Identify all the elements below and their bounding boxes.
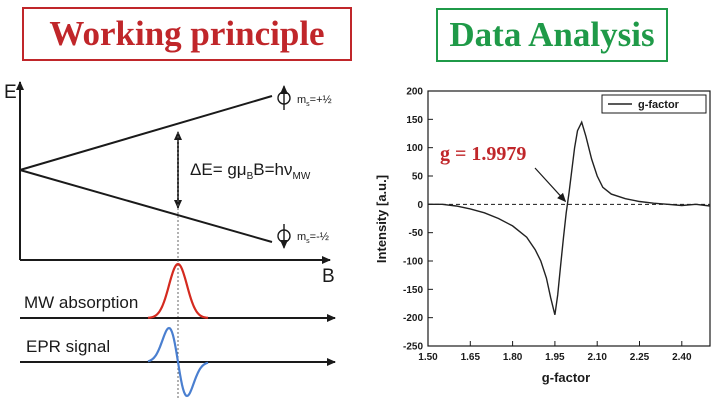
energy-axis-label: E (4, 82, 17, 103)
x-tick-label: 2.10 (587, 352, 607, 363)
y-tick-label: 100 (406, 143, 423, 154)
mw-absorption-label: MW absorption (24, 293, 138, 312)
absorption-peak (147, 262, 209, 319)
spectrum-series-line (428, 120, 711, 315)
x-tick-label: 2.40 (672, 352, 692, 363)
data-analysis-title: Data Analysis (436, 8, 668, 62)
y-tick-label: 200 (406, 87, 423, 98)
field-axis-label: B (322, 266, 335, 287)
g-value-annotation: g = 1.9979 (440, 143, 526, 165)
y-tick-label: 150 (406, 115, 423, 126)
lower-level-line (19, 169, 273, 243)
x-tick-label: 1.65 (461, 352, 481, 363)
y-tick-label: -250 (403, 342, 423, 353)
spin-down-icon (277, 224, 291, 249)
annotation-arrow (534, 167, 567, 203)
y-axis-title: Intensity [a.u.] (374, 175, 389, 263)
y-tick-label: -200 (403, 313, 423, 324)
y-tick-label: 50 (412, 172, 424, 183)
legend-label: g-factor (638, 99, 680, 111)
x-tick-label: 1.80 (503, 352, 523, 363)
ms-lower-label: ms=-½ (297, 231, 329, 245)
working-principle-title: Working principle (22, 7, 352, 61)
resonance-equation: ΔE= gμBB=hνMW (190, 160, 311, 182)
y-tick-label: -150 (403, 285, 423, 296)
x-tick-label: 2.25 (630, 352, 650, 363)
spin-up-icon (277, 85, 291, 110)
ms-upper-label: ms=+½ (297, 94, 332, 108)
x-tick-label: 1.95 (545, 352, 565, 363)
y-tick-label: -50 (409, 228, 424, 239)
epr-signal-label: EPR signal (26, 337, 110, 356)
plot-frame (427, 90, 711, 347)
x-tick-label: 1.50 (418, 352, 438, 363)
y-tick-label: -100 (403, 257, 423, 268)
epr-derivative-curve (147, 326, 209, 398)
x-axis-title: g-factor (542, 370, 590, 385)
y-tick-label: 0 (417, 200, 423, 211)
legend-box (601, 94, 707, 114)
upper-level-line (19, 95, 273, 171)
